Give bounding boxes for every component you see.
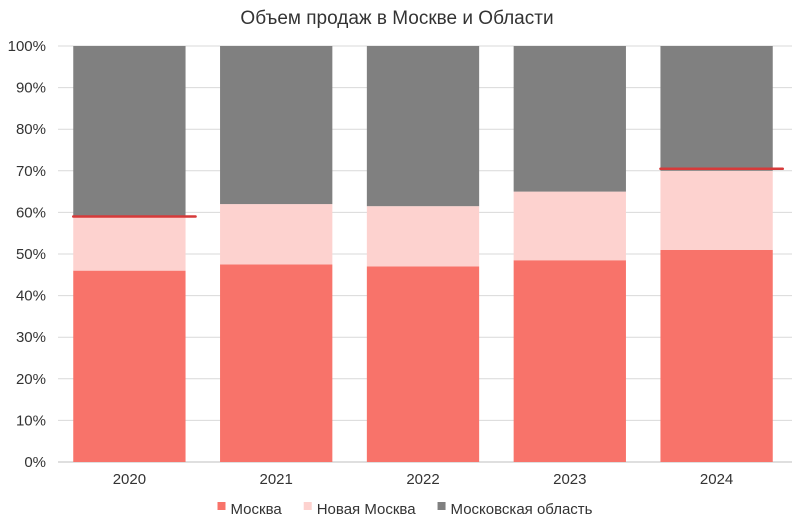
bar-segment xyxy=(366,266,480,462)
legend-label: Новая Москва xyxy=(317,501,416,518)
y-tick-label: 100% xyxy=(8,38,46,55)
legend-swatch xyxy=(437,502,446,510)
annotations xyxy=(71,167,785,218)
legend-swatch xyxy=(303,502,312,510)
y-tick-label: 50% xyxy=(16,246,46,263)
bar-segment xyxy=(513,46,626,192)
bar-segment xyxy=(73,46,186,217)
y-tick-label: 40% xyxy=(16,288,46,305)
chart-title: Объем продаж в Москве и Области xyxy=(240,8,553,29)
y-tick-label: 0% xyxy=(24,454,46,471)
x-tick-label: 2023 xyxy=(553,471,586,488)
y-tick-label: 10% xyxy=(16,412,46,429)
legend: Москва Новая Москва Московская область xyxy=(217,501,593,518)
x-tick-label: 2020 xyxy=(113,471,146,488)
bar-segment xyxy=(660,170,773,250)
bar-segment xyxy=(513,260,626,462)
bar-segment xyxy=(73,270,186,462)
bars xyxy=(73,46,773,462)
bar-segment xyxy=(220,264,333,462)
y-tick-label: 20% xyxy=(16,371,46,388)
bar-segment xyxy=(513,191,626,261)
x-axis-ticks: 2020 2021 2022 2023 2024 xyxy=(113,471,734,488)
x-tick-label: 2022 xyxy=(406,471,439,488)
y-tick-label: 90% xyxy=(16,80,46,97)
bar-segment xyxy=(220,46,333,205)
bar-segment xyxy=(366,206,480,267)
legend-label: Московская область xyxy=(451,501,593,518)
y-tick-label: 80% xyxy=(16,121,46,138)
bar-segment xyxy=(660,46,773,171)
y-tick-label: 30% xyxy=(16,329,46,346)
y-axis-ticks: 0% 10% 20% 30% 40% 50% 60% 70% 80% 90% 100% xyxy=(8,38,46,471)
legend-swatch xyxy=(217,502,226,510)
bar-segment xyxy=(366,46,480,207)
bar-segment xyxy=(660,249,773,462)
bar-segment xyxy=(220,204,333,265)
y-tick-label: 60% xyxy=(16,204,46,221)
x-tick-label: 2021 xyxy=(260,471,293,488)
legend-label: Москва xyxy=(231,501,283,518)
y-tick-label: 70% xyxy=(16,163,46,180)
bar-segment xyxy=(73,216,186,271)
x-tick-label: 2024 xyxy=(700,471,733,488)
